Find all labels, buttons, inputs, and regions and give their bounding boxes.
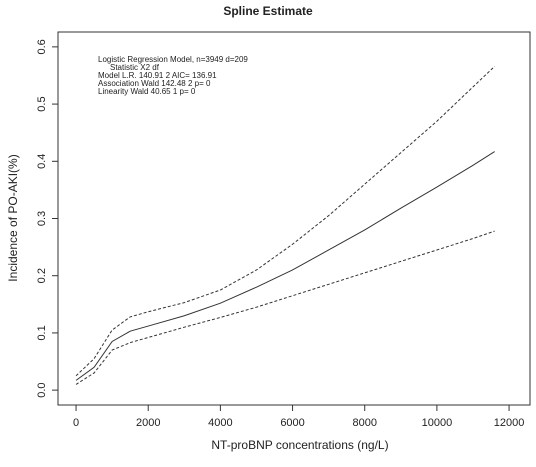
x-axis-label: NT-proBNP concentrations (ng/L)	[211, 438, 388, 452]
y-tick-label: 0.4	[36, 154, 48, 169]
ci-line	[75, 65, 495, 377]
chart-title: Spline Estimate	[223, 4, 313, 18]
y-tick-label: 0.2	[36, 268, 48, 283]
y-tick-label: 0.3	[36, 211, 48, 226]
x-tick-label: 2000	[136, 417, 160, 429]
y-tick-label: 0.6	[36, 39, 48, 54]
x-tick-label: 8000	[352, 417, 376, 429]
ci-line	[75, 230, 495, 385]
annotation: Logistic Regression Model, n=3949 d=209	[98, 55, 248, 64]
x-tick-label: 12000	[494, 417, 525, 429]
annotation: Linearity Wald 40.65 1 p= 0	[98, 87, 196, 96]
estimate-line	[75, 151, 495, 381]
annotation: Statistic X2 df	[110, 63, 160, 72]
y-axis-label: Incidence of PO-AKI(%)	[6, 154, 20, 281]
y-tick-label: 0.5	[36, 96, 48, 111]
x-tick-label: 10000	[422, 417, 453, 429]
annotation: Model L.R. 140.91 2 AIC= 136.91	[98, 71, 217, 80]
x-tick-label: 0	[73, 417, 79, 429]
y-tick-label: 0.0	[36, 382, 48, 397]
annotation: Association Wald 142.48 2 p= 0	[98, 79, 211, 88]
x-tick-label: 6000	[280, 417, 304, 429]
x-tick-label: 4000	[208, 417, 232, 429]
y-tick-label: 0.1	[36, 325, 48, 340]
